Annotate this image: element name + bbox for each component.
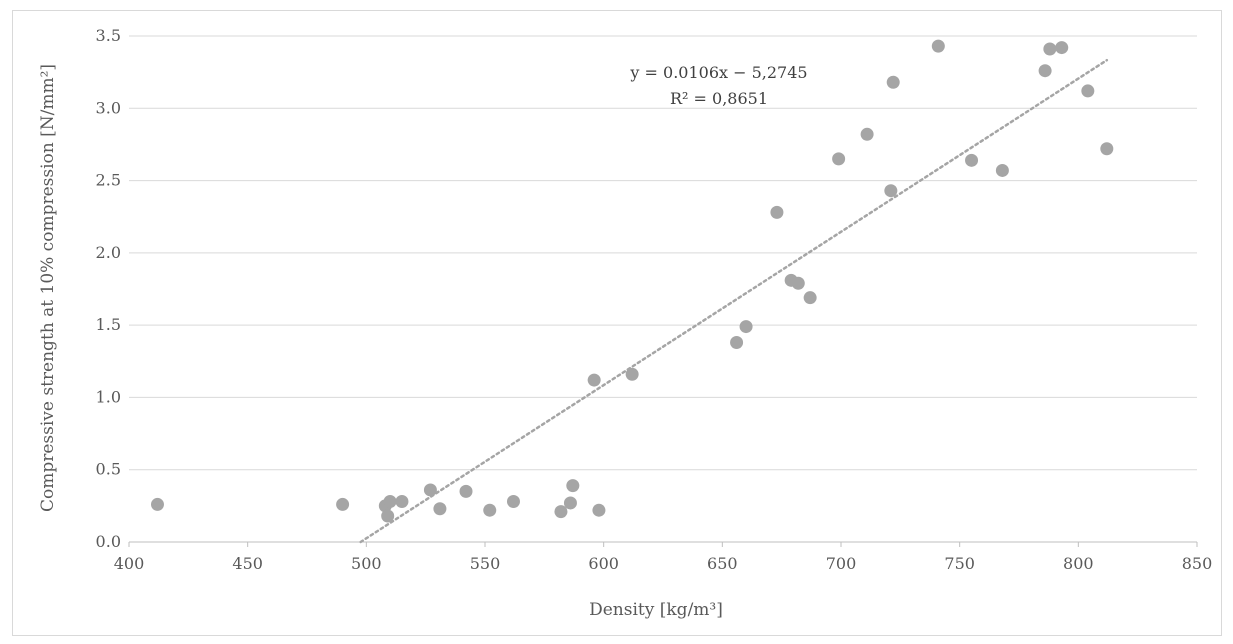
y-tick-label: 2.0 bbox=[96, 243, 121, 262]
y-tick-label: 0.0 bbox=[96, 532, 121, 551]
data-point bbox=[554, 505, 568, 519]
x-tick-label: 500 bbox=[351, 554, 382, 573]
x-tick-label: 400 bbox=[114, 554, 145, 573]
trendline-r-squared: R² = 0,8651 bbox=[670, 89, 768, 108]
data-point bbox=[832, 152, 846, 166]
trendline-line bbox=[359, 58, 1109, 544]
data-point bbox=[150, 497, 164, 511]
data-point bbox=[459, 484, 473, 498]
data-point bbox=[483, 503, 497, 517]
y-axis-title: Compressive strength at 10% compression … bbox=[38, 64, 58, 512]
y-tick-label: 3.5 bbox=[96, 26, 121, 45]
data-point bbox=[566, 479, 580, 493]
y-tick-label: 0.5 bbox=[96, 460, 121, 479]
x-axis-title: Density [kg/m³] bbox=[589, 600, 723, 620]
trendline bbox=[359, 58, 1109, 544]
y-tick-label: 1.5 bbox=[96, 315, 121, 334]
data-point bbox=[860, 127, 874, 141]
data-point bbox=[395, 495, 409, 509]
x-tick-label: 550 bbox=[470, 554, 501, 573]
data-points bbox=[150, 39, 1114, 523]
data-point bbox=[433, 502, 447, 516]
data-point bbox=[770, 205, 784, 219]
data-point bbox=[995, 163, 1009, 177]
data-point bbox=[1055, 41, 1069, 55]
grid-lines bbox=[129, 35, 1197, 471]
data-point bbox=[625, 367, 639, 381]
data-point bbox=[884, 184, 898, 198]
data-point bbox=[383, 495, 397, 509]
data-point bbox=[592, 503, 606, 517]
data-point bbox=[1081, 84, 1095, 98]
chart-frame: 0.0 0.5 1.0 1.5 2.0 2.5 3.0 3.5 400 450 500 550 600 6… bbox=[12, 10, 1222, 636]
data-point bbox=[730, 335, 744, 349]
data-point bbox=[739, 320, 753, 334]
x-tick-label: 650 bbox=[707, 554, 738, 573]
tick-labels: 0.0 0.5 1.0 1.5 2.0 2.5 3.0 3.5 400 450 500 550 600 6… bbox=[96, 26, 1213, 573]
data-point bbox=[506, 495, 520, 509]
data-point bbox=[1038, 64, 1052, 78]
data-point bbox=[791, 276, 805, 290]
data-point bbox=[423, 483, 437, 497]
x-tick-label: 800 bbox=[1063, 554, 1094, 573]
trendline-equation: y = 0.0106x − 5,2745 bbox=[629, 63, 807, 82]
y-tick-label: 2.5 bbox=[96, 171, 121, 190]
data-point bbox=[381, 509, 395, 523]
data-point bbox=[336, 497, 350, 511]
axes bbox=[128, 541, 1198, 547]
scatter-chart: 0.0 0.5 1.0 1.5 2.0 2.5 3.0 3.5 400 450 500 550 600 6… bbox=[38, 26, 1213, 620]
data-point bbox=[1100, 142, 1114, 156]
data-point bbox=[563, 496, 577, 510]
data-point bbox=[886, 75, 900, 89]
x-tick-label: 750 bbox=[944, 554, 975, 573]
x-tick-label: 850 bbox=[1182, 554, 1213, 573]
y-tick-label: 1.0 bbox=[96, 387, 121, 406]
data-point bbox=[965, 153, 979, 167]
x-tick-label: 600 bbox=[588, 554, 619, 573]
x-tick-label: 450 bbox=[232, 554, 263, 573]
data-point bbox=[803, 291, 817, 305]
x-tick-label: 700 bbox=[826, 554, 857, 573]
data-point bbox=[1043, 42, 1057, 56]
data-point bbox=[931, 39, 945, 53]
y-tick-label: 3.0 bbox=[96, 98, 121, 117]
data-point bbox=[587, 373, 601, 387]
